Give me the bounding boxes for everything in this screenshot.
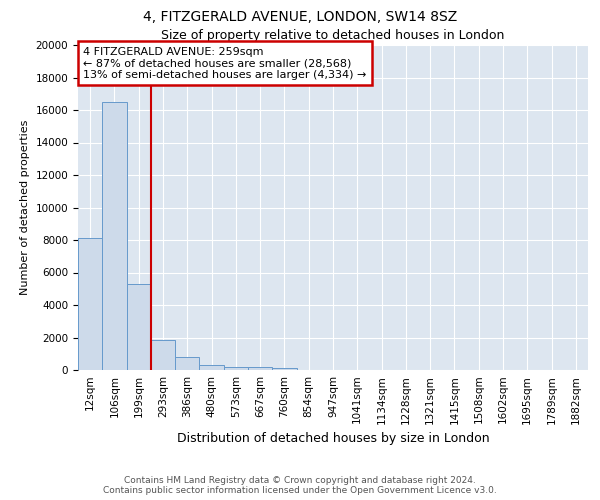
Text: 4, FITZGERALD AVENUE, LONDON, SW14 8SZ: 4, FITZGERALD AVENUE, LONDON, SW14 8SZ [143, 10, 457, 24]
X-axis label: Distribution of detached houses by size in London: Distribution of detached houses by size … [176, 432, 490, 445]
Bar [127, 284, 151, 370]
Bar [175, 357, 199, 370]
Text: Contains HM Land Registry data © Crown copyright and database right 2024.
Contai: Contains HM Land Registry data © Crown c… [103, 476, 497, 495]
Bar [151, 340, 175, 370]
Bar [272, 368, 296, 370]
Bar [102, 102, 127, 370]
Bar [199, 366, 224, 370]
Title: Size of property relative to detached houses in London: Size of property relative to detached ho… [161, 30, 505, 43]
Bar [224, 367, 248, 370]
Bar [248, 367, 272, 370]
Text: 4 FITZGERALD AVENUE: 259sqm
← 87% of detached houses are smaller (28,568)
13% of: 4 FITZGERALD AVENUE: 259sqm ← 87% of det… [83, 46, 367, 80]
Y-axis label: Number of detached properties: Number of detached properties [20, 120, 30, 295]
Bar [78, 238, 102, 370]
